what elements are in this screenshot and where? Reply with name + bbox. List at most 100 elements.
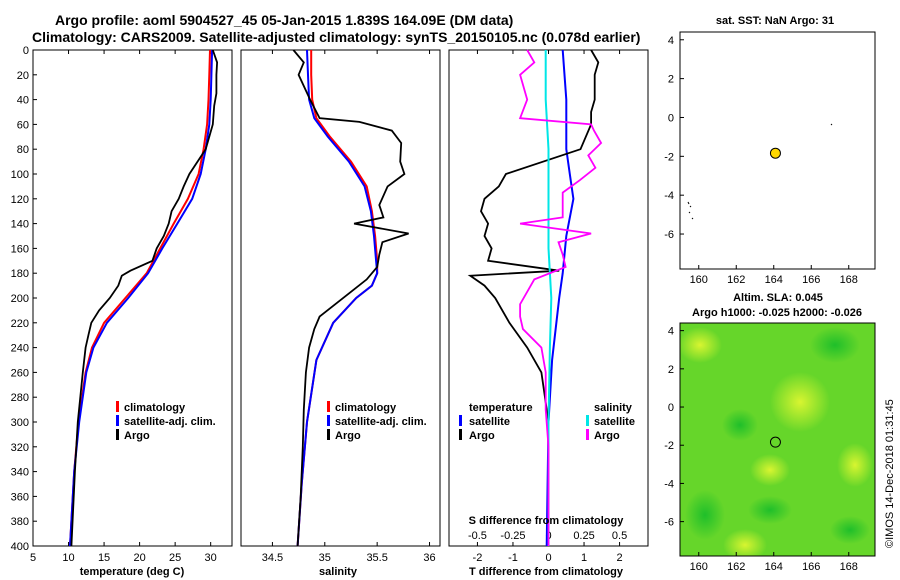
y-tick-label: 0 [668, 112, 674, 124]
sla-x-ticks: 160 162 164 166 168 [690, 552, 858, 573]
s-diff-tick-label: -0.5 [468, 530, 487, 542]
x-tick-label: 164 [765, 274, 783, 286]
temperature-x-ticks: 5 10 15 20 25 30 [30, 50, 217, 564]
series-satellite-adj-clim- [69, 49, 214, 547]
temperature-legend: climatology satellite-adj. clim. Argo [116, 401, 216, 442]
legend-swatch-satellite [116, 415, 119, 426]
sla-y-ticks: 4 2 0 -2 -4 -6 [664, 326, 684, 529]
legend-s-satellite: satellite [594, 416, 635, 428]
sla-map-title: Altim. SLA: 0.045 [733, 292, 823, 304]
sla-map-subtitle: Argo h1000: -0.025 h2000: -0.026 [692, 307, 862, 319]
y-tick-label: 360 [11, 491, 29, 503]
y-tick-label: 40 [17, 95, 29, 107]
y-tick-label: 400 [11, 541, 29, 553]
argo-float-marker [769, 436, 781, 448]
y-tick-label: 240 [11, 343, 29, 355]
legend-swatch-s-satellite [586, 415, 589, 426]
legend-satellite-adj: satellite-adj. clim. [124, 416, 216, 428]
salinity-lines [292, 49, 409, 547]
sla-points [769, 436, 781, 448]
y-tick-label: 4 [668, 35, 674, 47]
s-diff-tick-label: -0.25 [500, 530, 525, 542]
sla-low-blob [685, 490, 725, 540]
series-s-argo [518, 49, 603, 546]
x-tick-label: 164 [765, 561, 783, 573]
sla-high-blob [723, 529, 767, 556]
y-tick-label: -4 [664, 478, 674, 490]
legend-swatch-climatology [327, 401, 330, 412]
legend-swatch-s-argo [586, 429, 589, 440]
y-tick-label: 80 [17, 144, 29, 156]
x-tick-label: 160 [690, 561, 708, 573]
y-tick-label: 20 [17, 70, 29, 82]
t-diff-x-ticks: -2 -1 0 1 2 [473, 50, 623, 564]
legend-t-argo: Argo [469, 430, 495, 442]
y-tick-label: -6 [664, 517, 674, 529]
y-tick-label: 100 [11, 169, 29, 181]
series-t-argo [467, 49, 600, 546]
x-tick-label: 168 [840, 274, 858, 286]
difference-legend: temperature satellite Argo salinity sate… [459, 402, 635, 442]
sst-x-ticks: 160 162 164 166 168 [690, 265, 858, 286]
y-tick-label: 120 [11, 194, 29, 206]
y-tick-label: 200 [11, 293, 29, 305]
y-tick-label: 2 [668, 74, 674, 86]
s-diff-tick-label: 0.25 [573, 530, 594, 542]
temperature-lines [69, 49, 219, 547]
salinity-legend: climatology satellite-adj. clim. Argo [327, 401, 427, 442]
x-tick-label: 5 [30, 552, 36, 564]
y-tick-label: 0 [23, 45, 29, 57]
x-tick-label: 166 [802, 274, 820, 286]
x-tick-label: 2 [617, 552, 623, 564]
temperature-xlabel: temperature (deg C) [80, 566, 185, 578]
sst-map-title: sat. SST: NaN Argo: 31 [716, 15, 834, 27]
sst-points [769, 147, 781, 159]
legend-s-argo: Argo [594, 430, 620, 442]
legend-temperature-title: temperature [469, 402, 533, 414]
y-tick-label: 0 [668, 402, 674, 414]
s-diff-xlabel: S difference from climatology [469, 515, 625, 527]
x-tick-label: 35 [319, 552, 331, 564]
sla-high-blob [837, 443, 873, 487]
x-tick-label: 15 [98, 552, 110, 564]
sla-high-blob [770, 372, 830, 432]
x-tick-label: 1 [581, 552, 587, 564]
y-tick-label: 220 [11, 318, 29, 330]
temperature-panel: 5 10 15 20 25 30 0 20 40 60 80 100 120 140 160 180 200 2… [11, 45, 233, 578]
y-tick-label: 140 [11, 219, 29, 231]
imos-watermark: ©IMOS 14-Dec-2018 01:31:45 [884, 399, 896, 548]
salinity-panel: 34.5 35 35.5 36 salinity climatology satell… [240, 49, 441, 578]
y-tick-label: 300 [11, 417, 29, 429]
legend-t-satellite: satellite [469, 416, 510, 428]
x-tick-label: 0 [545, 552, 551, 564]
legend-argo: Argo [124, 430, 150, 442]
legend-climatology: climatology [124, 402, 186, 414]
y-tick-label: -2 [664, 151, 674, 163]
sla-low-blob [722, 409, 758, 441]
s-diff-tick-label: 0.5 [612, 530, 627, 542]
sla-heatmap [680, 323, 875, 556]
difference-lines [467, 49, 603, 547]
legend-climatology: climatology [335, 402, 397, 414]
series-satellite-adj-clim- [296, 49, 379, 547]
depth-y-ticks: 0 20 40 60 80 100 120 140 160 180 200 220 240 260 280 3… [11, 45, 37, 553]
salinity-x-ticks: 34.5 35 35.5 36 [262, 50, 436, 564]
y-tick-label: 320 [11, 442, 29, 454]
sla-low-blob [830, 516, 870, 544]
x-tick-label: 10 [62, 552, 74, 564]
y-tick-label: 260 [11, 367, 29, 379]
sla-high-blob [680, 327, 722, 363]
series-t-satellite [545, 49, 575, 547]
y-tick-label: 340 [11, 467, 29, 479]
y-tick-label: 280 [11, 392, 29, 404]
y-tick-label: 180 [11, 268, 29, 280]
y-tick-label: 160 [11, 243, 29, 255]
t-diff-xlabel: T difference from climatology [469, 566, 624, 578]
legend-swatch-climatology [116, 401, 119, 412]
series-argo [70, 49, 219, 547]
sla-low-blob [810, 327, 860, 363]
y-tick-label: -6 [664, 229, 674, 241]
sla-low-blob [748, 496, 792, 524]
x-tick-label: 35.5 [366, 552, 387, 564]
